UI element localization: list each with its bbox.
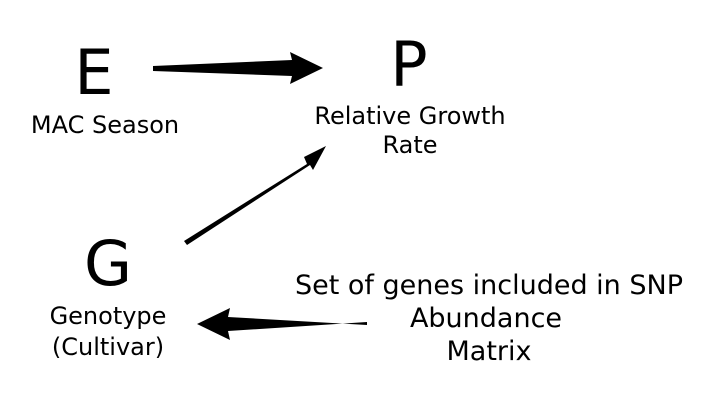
- node-label-mac-season: MAC Season: [31, 111, 179, 139]
- arrow-e-to-p: [153, 52, 323, 84]
- node-label-abundance: Abundance: [410, 303, 562, 334]
- node-label-genotype: Genotype: [50, 302, 167, 330]
- node-letter-p: P: [390, 28, 427, 101]
- node-snp-matrix: Set of genes included in SNP Abundance M…: [295, 270, 683, 367]
- node-genotype: G Genotype (Cultivar): [50, 227, 167, 361]
- node-phenotype: P Relative Growth Rate: [314, 28, 505, 159]
- edge-g-to-p: [184, 146, 326, 245]
- node-letter-g: G: [84, 227, 132, 300]
- node-label-snp-set: Set of genes included in SNP: [295, 270, 683, 301]
- arrow-g-to-p: [184, 146, 326, 245]
- node-label-matrix: Matrix: [446, 336, 531, 367]
- node-letter-e: E: [74, 36, 113, 109]
- arrow-snp-to-g: [197, 308, 367, 340]
- node-label-cultivar: (Cultivar): [52, 333, 164, 361]
- edge-snp-to-g: [197, 308, 367, 340]
- node-label-rate: Rate: [382, 131, 437, 159]
- edge-e-to-p: [153, 52, 323, 84]
- node-environment: E MAC Season: [31, 36, 179, 139]
- node-label-relative-growth: Relative Growth: [314, 102, 505, 130]
